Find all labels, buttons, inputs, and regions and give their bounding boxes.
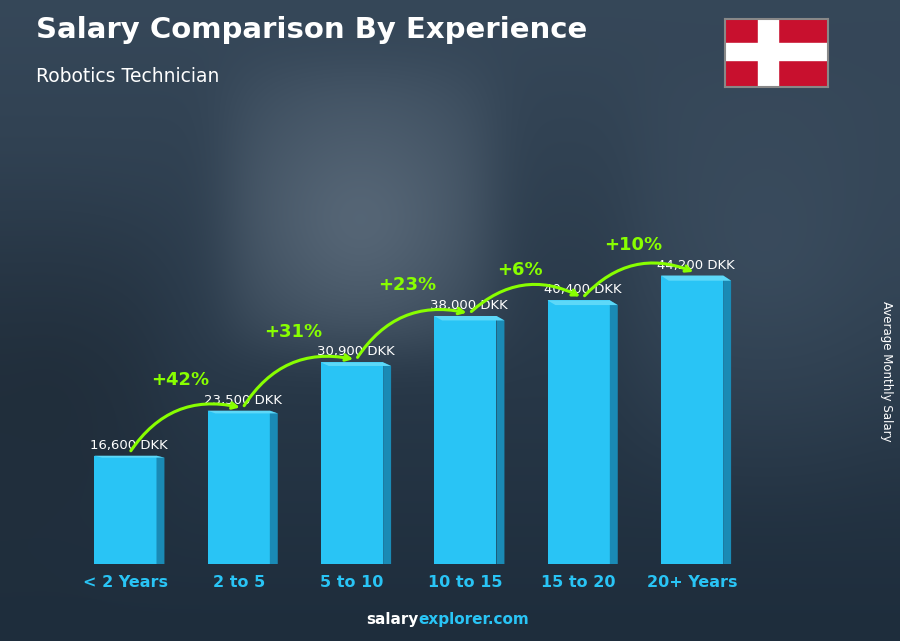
Polygon shape [434, 316, 504, 320]
Text: +10%: +10% [605, 236, 662, 254]
Polygon shape [547, 301, 617, 305]
Polygon shape [661, 276, 724, 564]
Text: 40,400 DKK: 40,400 DKK [544, 283, 621, 296]
Text: 44,200 DKK: 44,200 DKK [657, 258, 734, 272]
Bar [758, 19, 778, 87]
Polygon shape [270, 411, 278, 564]
Text: +6%: +6% [498, 261, 543, 279]
Text: Average Monthly Salary: Average Monthly Salary [880, 301, 893, 442]
Polygon shape [383, 362, 392, 564]
Polygon shape [497, 316, 504, 564]
Text: +23%: +23% [378, 276, 436, 294]
Text: 23,500 DKK: 23,500 DKK [203, 394, 282, 407]
Polygon shape [320, 362, 383, 564]
Polygon shape [208, 411, 278, 413]
Bar [724, 44, 828, 60]
Text: salary: salary [366, 612, 418, 627]
Text: Robotics Technician: Robotics Technician [36, 67, 220, 87]
Text: 30,900 DKK: 30,900 DKK [317, 345, 395, 358]
Text: 16,600 DKK: 16,600 DKK [90, 439, 168, 452]
Polygon shape [208, 411, 270, 564]
Text: 38,000 DKK: 38,000 DKK [430, 299, 508, 312]
Polygon shape [434, 316, 497, 564]
Text: +42%: +42% [151, 371, 210, 389]
Text: +31%: +31% [265, 322, 323, 340]
Polygon shape [661, 276, 731, 281]
Text: explorer.com: explorer.com [418, 612, 529, 627]
Polygon shape [724, 276, 731, 564]
Polygon shape [94, 456, 165, 458]
Polygon shape [610, 301, 617, 564]
Polygon shape [94, 456, 157, 564]
Polygon shape [157, 456, 165, 564]
Text: Salary Comparison By Experience: Salary Comparison By Experience [36, 16, 587, 44]
Polygon shape [547, 301, 610, 564]
Polygon shape [320, 362, 392, 366]
